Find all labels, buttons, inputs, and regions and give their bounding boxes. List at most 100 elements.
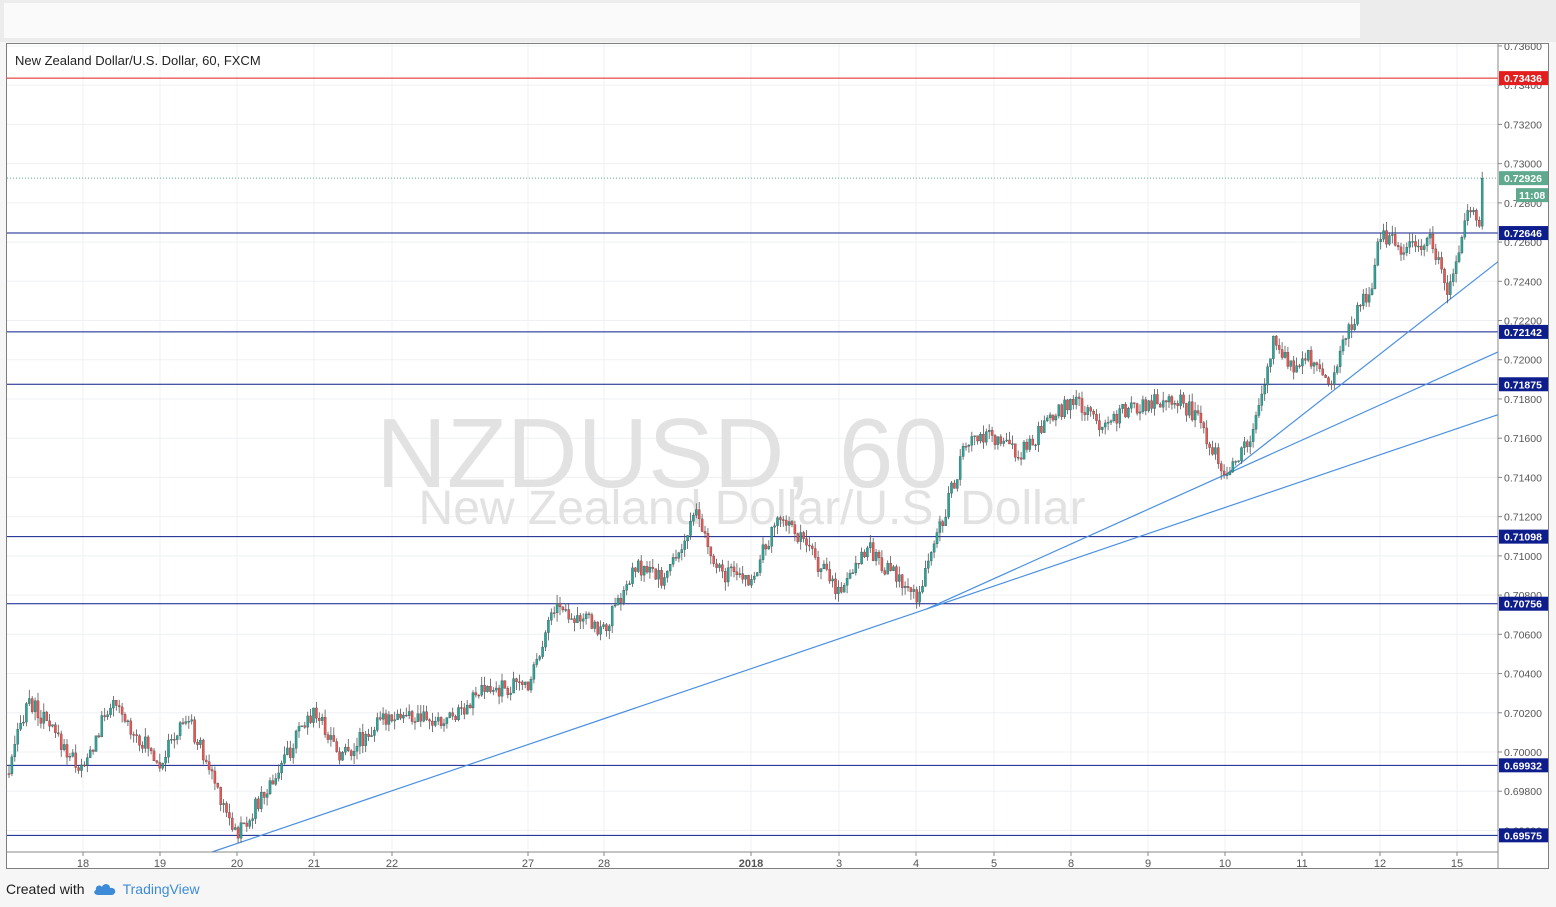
candle (193, 716, 196, 745)
candle (808, 536, 811, 552)
candle (65, 739, 69, 765)
candle (1437, 251, 1440, 265)
top-bar (0, 0, 1556, 42)
candle (842, 582, 846, 593)
candle (54, 722, 57, 738)
candle (784, 515, 788, 532)
candle (729, 563, 733, 577)
candle (117, 699, 121, 714)
candle (1228, 467, 1232, 476)
candle (900, 573, 904, 596)
trendline (211, 414, 1499, 853)
trendline (1224, 261, 1499, 476)
candle (645, 561, 649, 574)
candle (898, 566, 901, 588)
candle (1309, 346, 1313, 370)
price-tick-label: 0.72400 (1504, 276, 1542, 288)
tradingview-link[interactable]: TradingView (122, 881, 200, 897)
candle (616, 594, 620, 606)
candle (1211, 440, 1214, 456)
time-tick-label: 12 (1374, 858, 1386, 869)
candle (1005, 432, 1008, 443)
chart-frame[interactable]: NZDUSD, 60 New Zealand Dollar/U.S. Dolla… (6, 43, 1549, 869)
candle (819, 567, 823, 580)
candle (1135, 402, 1139, 416)
candle (1350, 316, 1353, 339)
candle (918, 585, 921, 607)
candle (1451, 268, 1455, 287)
symbol-search-bar[interactable] (4, 3, 1360, 38)
candle (813, 541, 817, 560)
candle (964, 442, 968, 451)
candle (834, 572, 837, 600)
candle (1141, 395, 1145, 415)
cloud-icon[interactable] (93, 882, 117, 896)
candle (33, 697, 37, 721)
candle (802, 530, 805, 543)
candle (265, 789, 269, 806)
candle (442, 718, 446, 732)
candle (207, 754, 211, 775)
candle (1025, 438, 1029, 453)
candle (173, 732, 176, 749)
candle (1347, 322, 1351, 348)
candle (422, 705, 425, 723)
candle (854, 555, 858, 576)
candle (370, 726, 373, 737)
candle (947, 486, 950, 520)
candle (262, 791, 266, 805)
candle (851, 569, 855, 574)
candle (811, 543, 814, 556)
candle (347, 738, 350, 753)
candle (1295, 357, 1298, 373)
time-tick-label: 3 (836, 858, 842, 869)
candle (1280, 342, 1284, 360)
candle (1237, 460, 1240, 463)
candle (657, 563, 660, 588)
candle (871, 538, 875, 562)
candle (28, 689, 31, 706)
candle (1167, 394, 1171, 409)
candle (660, 566, 663, 589)
candle (320, 713, 324, 725)
candle (16, 722, 19, 752)
candle (628, 580, 631, 585)
candle (297, 722, 301, 738)
chart-canvas[interactable]: NZDUSD, 60 New Zealand Dollar/U.S. Dolla… (7, 44, 1549, 869)
candle (555, 594, 559, 622)
candle (526, 681, 530, 692)
svg-text:0.72142: 0.72142 (1504, 327, 1542, 339)
candle (1182, 391, 1185, 408)
candle (13, 735, 17, 762)
candle (941, 519, 945, 533)
candle (831, 575, 834, 588)
candle (45, 710, 48, 722)
candle (376, 712, 379, 733)
candle (161, 762, 164, 771)
candle (979, 432, 982, 444)
svg-text:0.71098: 0.71098 (1504, 532, 1542, 544)
candle (378, 711, 382, 721)
candle (1028, 435, 1032, 453)
candle (1069, 398, 1072, 419)
svg-text:0.69932: 0.69932 (1504, 760, 1542, 772)
candle (982, 425, 985, 449)
candle (410, 710, 414, 725)
candle (1063, 396, 1066, 419)
candle (170, 734, 173, 744)
candle (405, 707, 408, 717)
candle (428, 718, 431, 730)
candle (718, 563, 721, 572)
candle (558, 596, 562, 616)
candle (622, 586, 626, 606)
candle (1080, 391, 1084, 421)
candle (709, 546, 713, 565)
candle (776, 516, 779, 535)
time-tick-label: 15 (1451, 858, 1463, 869)
candle (668, 563, 672, 576)
candle (697, 502, 701, 528)
candle (86, 753, 89, 773)
candle (146, 735, 150, 757)
candle (352, 743, 356, 765)
created-with-label: Created with (6, 881, 85, 897)
